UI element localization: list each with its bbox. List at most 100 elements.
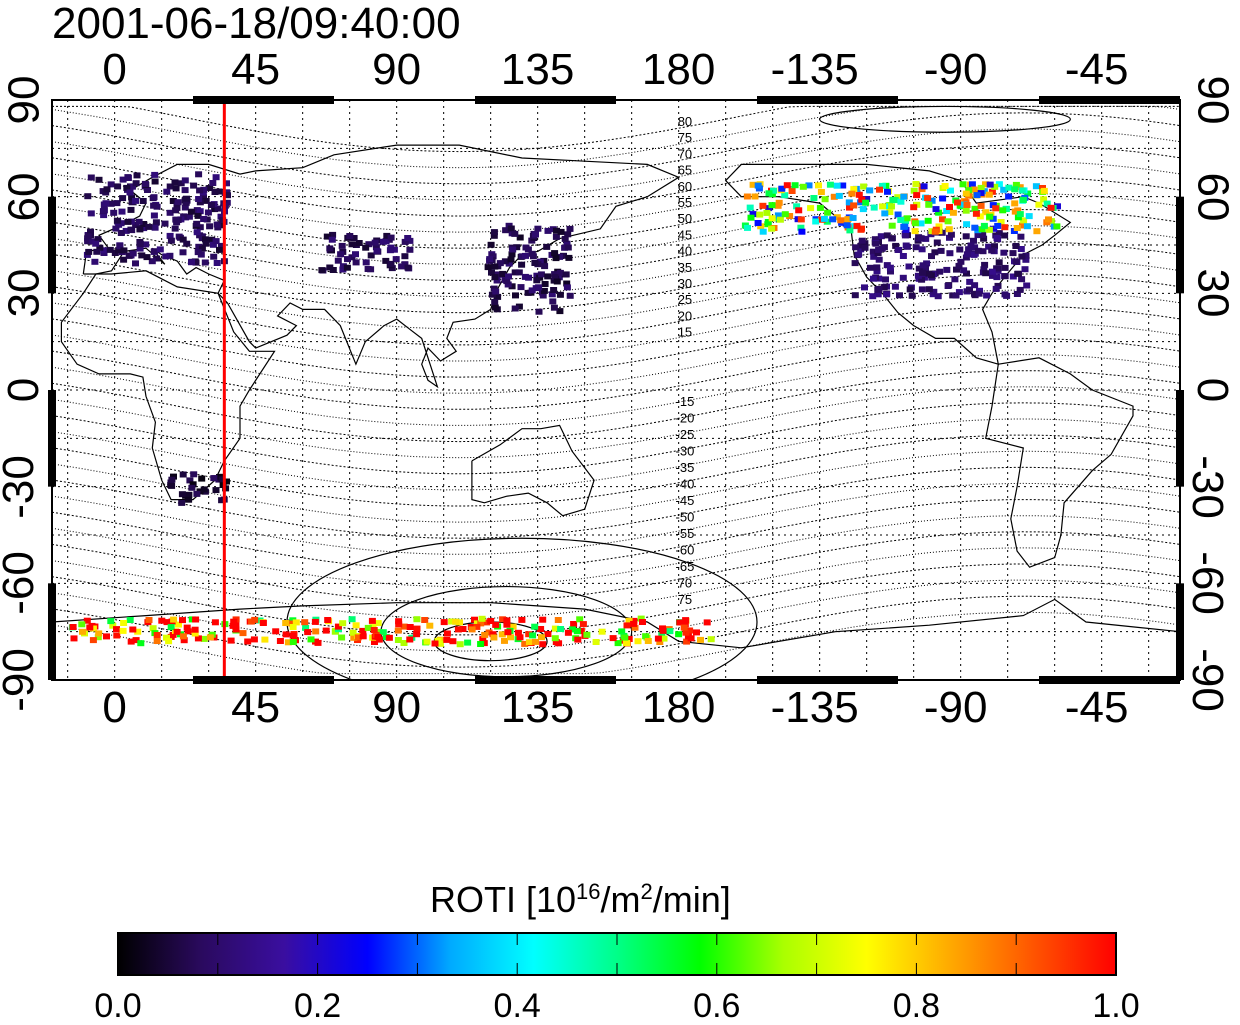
roti-cell [902, 242, 910, 249]
roti-cell [113, 217, 121, 224]
roti-cell [888, 203, 895, 210]
roti-cell [496, 260, 504, 267]
roti-cell [858, 237, 866, 244]
roti-cell [749, 211, 757, 218]
roti-cell [1017, 246, 1025, 252]
roti-cell [166, 183, 174, 190]
roti-cell [168, 476, 176, 483]
roti-cell [989, 272, 996, 279]
roti-cell [135, 218, 143, 225]
roti-cell [883, 203, 891, 210]
roti-cell [134, 628, 142, 635]
roti-cell [993, 274, 1001, 281]
roti-cell [372, 244, 380, 251]
roti-cell [973, 192, 981, 199]
roti-cell [877, 233, 885, 240]
roti-cell [464, 639, 472, 646]
roti-cell [985, 191, 993, 198]
roti-cell [666, 628, 674, 635]
roti-cell [132, 197, 139, 204]
roti-cell [968, 181, 976, 188]
roti-cell [1023, 223, 1031, 230]
roti-cell [484, 264, 492, 271]
roti-cell [288, 620, 296, 627]
roti-cell [516, 234, 524, 241]
roti-cell [1013, 225, 1021, 231]
roti-cell [533, 277, 541, 284]
roti-cell [997, 219, 1005, 225]
roti-cell [639, 619, 646, 625]
roti-cell [507, 634, 514, 641]
roti-cell [87, 174, 95, 181]
roti-cell [746, 204, 754, 211]
roti-cell [150, 202, 158, 209]
roti-cell [1012, 258, 1020, 265]
roti-cell [879, 203, 887, 210]
roti-cell [339, 263, 347, 270]
roti-cell [443, 636, 451, 643]
roti-cell [79, 628, 86, 635]
roti-cell [86, 624, 94, 631]
roti-cell [352, 622, 360, 629]
x-tick-label-top: 45 [231, 45, 281, 94]
roti-cell [210, 475, 218, 482]
roti-cell [1019, 196, 1027, 203]
roti-cell [1011, 200, 1019, 207]
magnetic-latitude-contour [52, 209, 1180, 281]
roti-cell [531, 623, 539, 630]
roti-cell [492, 621, 500, 628]
magnetic-latitude-contour [52, 595, 1180, 668]
roti-cell [891, 283, 899, 290]
roti-cell [1024, 190, 1032, 197]
roti-cell [896, 292, 903, 299]
roti-cell [563, 280, 571, 287]
roti-cell [395, 621, 403, 628]
roti-cell [905, 263, 913, 270]
roti-cell [516, 634, 524, 641]
roti-cell [479, 636, 487, 643]
roti-cell [190, 182, 198, 189]
roti-cell [963, 270, 970, 277]
roti-cell [1032, 183, 1040, 190]
roti-cell [1016, 286, 1024, 293]
roti-cell [1016, 184, 1024, 191]
roti-cell [508, 283, 516, 290]
roti-cell [70, 635, 78, 642]
roti-cell [150, 212, 158, 219]
roti-cell [707, 636, 715, 643]
roti-cell [743, 193, 751, 200]
roti-cell [970, 186, 978, 193]
roti-cell [348, 254, 356, 261]
colorbar-tick-label: 0.4 [493, 987, 541, 1025]
mlat-label-north: 50 [678, 211, 692, 226]
roti-cell [974, 247, 982, 254]
roti-cell [820, 215, 828, 222]
frame-bar-top [475, 96, 616, 104]
axis-frame-bars [48, 96, 1184, 684]
roti-cell [919, 262, 927, 269]
colorbar-title-mid: /m [600, 879, 641, 920]
roti-cell [189, 481, 197, 488]
roti-cell [1045, 216, 1052, 223]
roti-cell [107, 200, 115, 207]
roti-cell [557, 228, 565, 235]
frame-bar-left [48, 196, 56, 294]
roti-cell [990, 225, 998, 232]
roti-cell [132, 260, 139, 267]
roti-cell [216, 246, 223, 253]
roti-cell [946, 250, 954, 257]
roti-cell [866, 264, 874, 271]
roti-cell [529, 632, 537, 639]
roti-cell [1018, 276, 1026, 283]
roti-cell [94, 236, 102, 243]
roti-cell [833, 214, 841, 221]
roti-cell [962, 233, 970, 240]
roti-cell [338, 242, 346, 249]
magnetic-latitude-contour [52, 466, 1180, 539]
roti-cell [473, 623, 481, 630]
roti-cell [988, 268, 996, 275]
roti-cell [511, 269, 519, 276]
y-tick-label-right: 0 [1187, 377, 1237, 403]
frame-bar-right [1176, 390, 1184, 487]
x-tick-label-bottom: 0 [102, 683, 127, 732]
